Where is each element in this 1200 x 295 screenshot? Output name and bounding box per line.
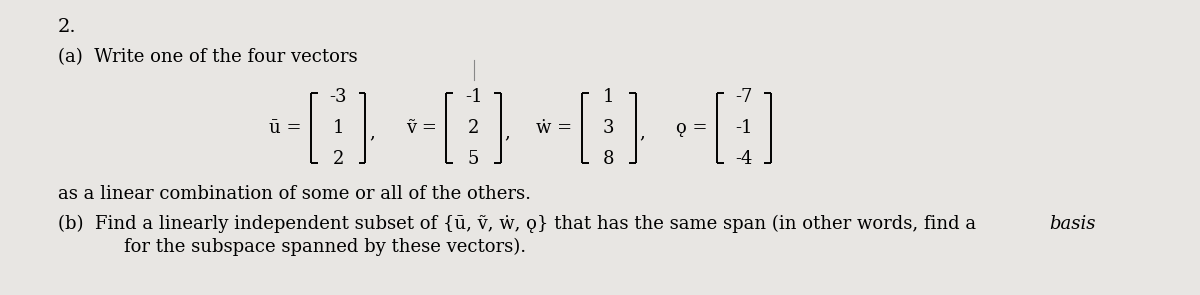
Text: ,: , [504, 123, 510, 141]
Text: 2: 2 [332, 150, 344, 168]
Text: 8: 8 [604, 150, 614, 168]
Text: 2: 2 [468, 119, 479, 137]
Text: -1: -1 [736, 119, 752, 137]
Text: ṽ =: ṽ = [406, 119, 437, 137]
Text: -3: -3 [330, 88, 347, 106]
Text: ū =: ū = [269, 119, 301, 137]
Text: -4: -4 [736, 150, 752, 168]
Text: 2.: 2. [58, 18, 77, 36]
Text: 3: 3 [604, 119, 614, 137]
Text: -1: -1 [464, 88, 482, 106]
Text: -7: -7 [736, 88, 752, 106]
Text: for the subspace spanned by these vectors).: for the subspace spanned by these vector… [124, 238, 526, 256]
Text: ,: , [370, 123, 374, 141]
Text: (b)  Find a linearly independent subset of {ū, ṽ, ẇ, ǫ} that has the same span (: (b) Find a linearly independent subset o… [58, 215, 982, 233]
Text: as a linear combination of some or all of the others.: as a linear combination of some or all o… [58, 185, 530, 203]
Text: basis: basis [1050, 215, 1096, 233]
Text: 1: 1 [332, 119, 344, 137]
Text: 5: 5 [468, 150, 479, 168]
Text: 1: 1 [604, 88, 614, 106]
Text: (a)  Write one of the four vectors: (a) Write one of the four vectors [58, 48, 358, 66]
Text: ,: , [640, 123, 646, 141]
Text: ǫ =: ǫ = [676, 119, 707, 137]
Text: ẇ =: ẇ = [536, 119, 572, 137]
